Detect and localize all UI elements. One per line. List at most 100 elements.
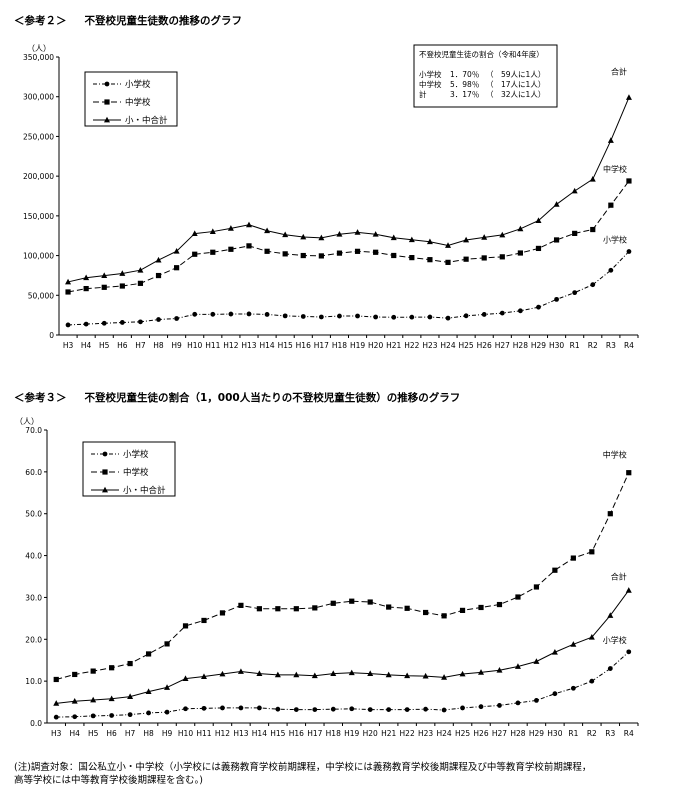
legend-swatch-marker bbox=[104, 81, 110, 87]
data-point bbox=[391, 252, 397, 259]
data-point bbox=[164, 684, 171, 690]
x-tick-label: R1 bbox=[570, 341, 580, 350]
data-point bbox=[72, 671, 78, 678]
data-point bbox=[589, 549, 595, 555]
x-tick-label: H3 bbox=[63, 341, 74, 350]
data-point bbox=[146, 710, 151, 716]
data-point bbox=[182, 675, 189, 682]
ratio-row-label: 計 bbox=[419, 89, 427, 99]
data-point bbox=[534, 697, 539, 703]
data-point bbox=[459, 607, 466, 614]
data-point bbox=[608, 202, 614, 208]
data-point bbox=[282, 313, 288, 319]
legend-label: 小・中合計 bbox=[125, 115, 168, 126]
x-tick-label: H28 bbox=[510, 729, 525, 738]
legend-box bbox=[82, 441, 176, 497]
data-point bbox=[535, 245, 542, 252]
x-tick-label: H15 bbox=[278, 341, 293, 350]
data-point bbox=[101, 284, 107, 290]
x-tick-label: H19 bbox=[344, 729, 359, 738]
data-point bbox=[145, 688, 152, 695]
x-tick-label: H12 bbox=[223, 341, 238, 350]
data-point bbox=[228, 311, 234, 317]
x-tick-label: H23 bbox=[418, 729, 433, 738]
legend-label: 中学校 bbox=[125, 97, 151, 108]
x-tick-label: H7 bbox=[125, 729, 136, 738]
data-point bbox=[533, 584, 540, 590]
x-tick-label: H27 bbox=[492, 729, 507, 738]
series-end-label: 合計 bbox=[611, 571, 627, 581]
data-point bbox=[460, 705, 465, 711]
y-tick-label: 50.0 bbox=[25, 510, 42, 519]
legend-label: 小学校 bbox=[125, 79, 151, 90]
x-tick-label: H17 bbox=[314, 341, 329, 350]
data-point bbox=[119, 283, 125, 289]
ratio-row-ratio: （ 32人に1人） bbox=[486, 90, 545, 99]
x-tick-label: H20 bbox=[363, 729, 378, 738]
data-point bbox=[108, 695, 115, 702]
data-point bbox=[192, 251, 198, 257]
data-point bbox=[571, 187, 578, 194]
y-tick-label: 100,000 bbox=[23, 252, 54, 261]
footnote-line-2: 高等学校には中等教育学校後期課程を含む。) bbox=[14, 775, 203, 786]
y-tick-label: 0.0 bbox=[30, 719, 42, 728]
data-point bbox=[191, 230, 198, 236]
x-tick-label: H6 bbox=[117, 341, 128, 350]
data-point bbox=[607, 511, 613, 517]
x-tick-label: H17 bbox=[307, 729, 322, 738]
ratio-row-percent: 5．98％ bbox=[450, 80, 479, 89]
data-point bbox=[311, 672, 318, 679]
data-point bbox=[625, 94, 632, 100]
data-point bbox=[137, 280, 144, 286]
legend-box bbox=[84, 71, 178, 127]
x-tick-label: H21 bbox=[386, 341, 401, 350]
x-tick-label: H8 bbox=[143, 729, 154, 738]
series-circle bbox=[53, 649, 632, 720]
data-point bbox=[463, 256, 469, 262]
x-tick-label: H26 bbox=[473, 729, 488, 738]
x-tick-label: R2 bbox=[587, 729, 597, 738]
data-point bbox=[404, 605, 410, 611]
data-point bbox=[53, 676, 59, 683]
data-point bbox=[127, 712, 133, 718]
series-end-label: 合計 bbox=[611, 66, 627, 76]
data-point bbox=[256, 670, 263, 677]
data-point bbox=[246, 311, 252, 317]
data-point bbox=[404, 707, 410, 713]
data-point bbox=[390, 234, 397, 241]
y-unit-label: （人） bbox=[27, 44, 51, 53]
data-point bbox=[274, 671, 281, 678]
data-point bbox=[514, 663, 521, 669]
data-point bbox=[481, 255, 487, 261]
data-point bbox=[499, 254, 505, 260]
data-point bbox=[517, 308, 523, 314]
series-line bbox=[56, 590, 630, 704]
chart2-heading-title: 不登校児童生徒の割合（1，000人当たりの不登校児童生徒数）の推移のグラフ bbox=[84, 392, 461, 404]
data-point bbox=[156, 317, 161, 322]
data-point bbox=[517, 225, 524, 232]
data-point bbox=[238, 602, 244, 608]
chart1-heading-title: 不登校児童生徒数の推移のグラフ bbox=[84, 15, 243, 27]
y-tick-label: 20.0 bbox=[25, 635, 42, 644]
y-tick-label: 40.0 bbox=[25, 552, 42, 561]
ratio-row-label: 小学校 bbox=[419, 69, 442, 79]
legend-swatch-marker bbox=[104, 99, 110, 105]
data-point bbox=[626, 470, 632, 476]
data-point bbox=[589, 678, 595, 684]
x-tick-label: R3 bbox=[605, 729, 615, 738]
data-point bbox=[607, 137, 614, 143]
data-point bbox=[312, 605, 318, 611]
data-point bbox=[201, 705, 207, 711]
data-point bbox=[589, 176, 596, 182]
data-point bbox=[427, 314, 433, 320]
data-point bbox=[459, 670, 466, 677]
data-point bbox=[463, 236, 470, 243]
data-point bbox=[572, 290, 578, 296]
data-point bbox=[441, 707, 447, 713]
data-point bbox=[245, 221, 252, 228]
data-point bbox=[570, 641, 577, 647]
x-tick-label: H3 bbox=[51, 729, 62, 738]
data-point bbox=[626, 178, 632, 184]
ratio-row-ratio: （ 59人に1人） bbox=[486, 70, 545, 79]
data-point bbox=[354, 248, 361, 254]
